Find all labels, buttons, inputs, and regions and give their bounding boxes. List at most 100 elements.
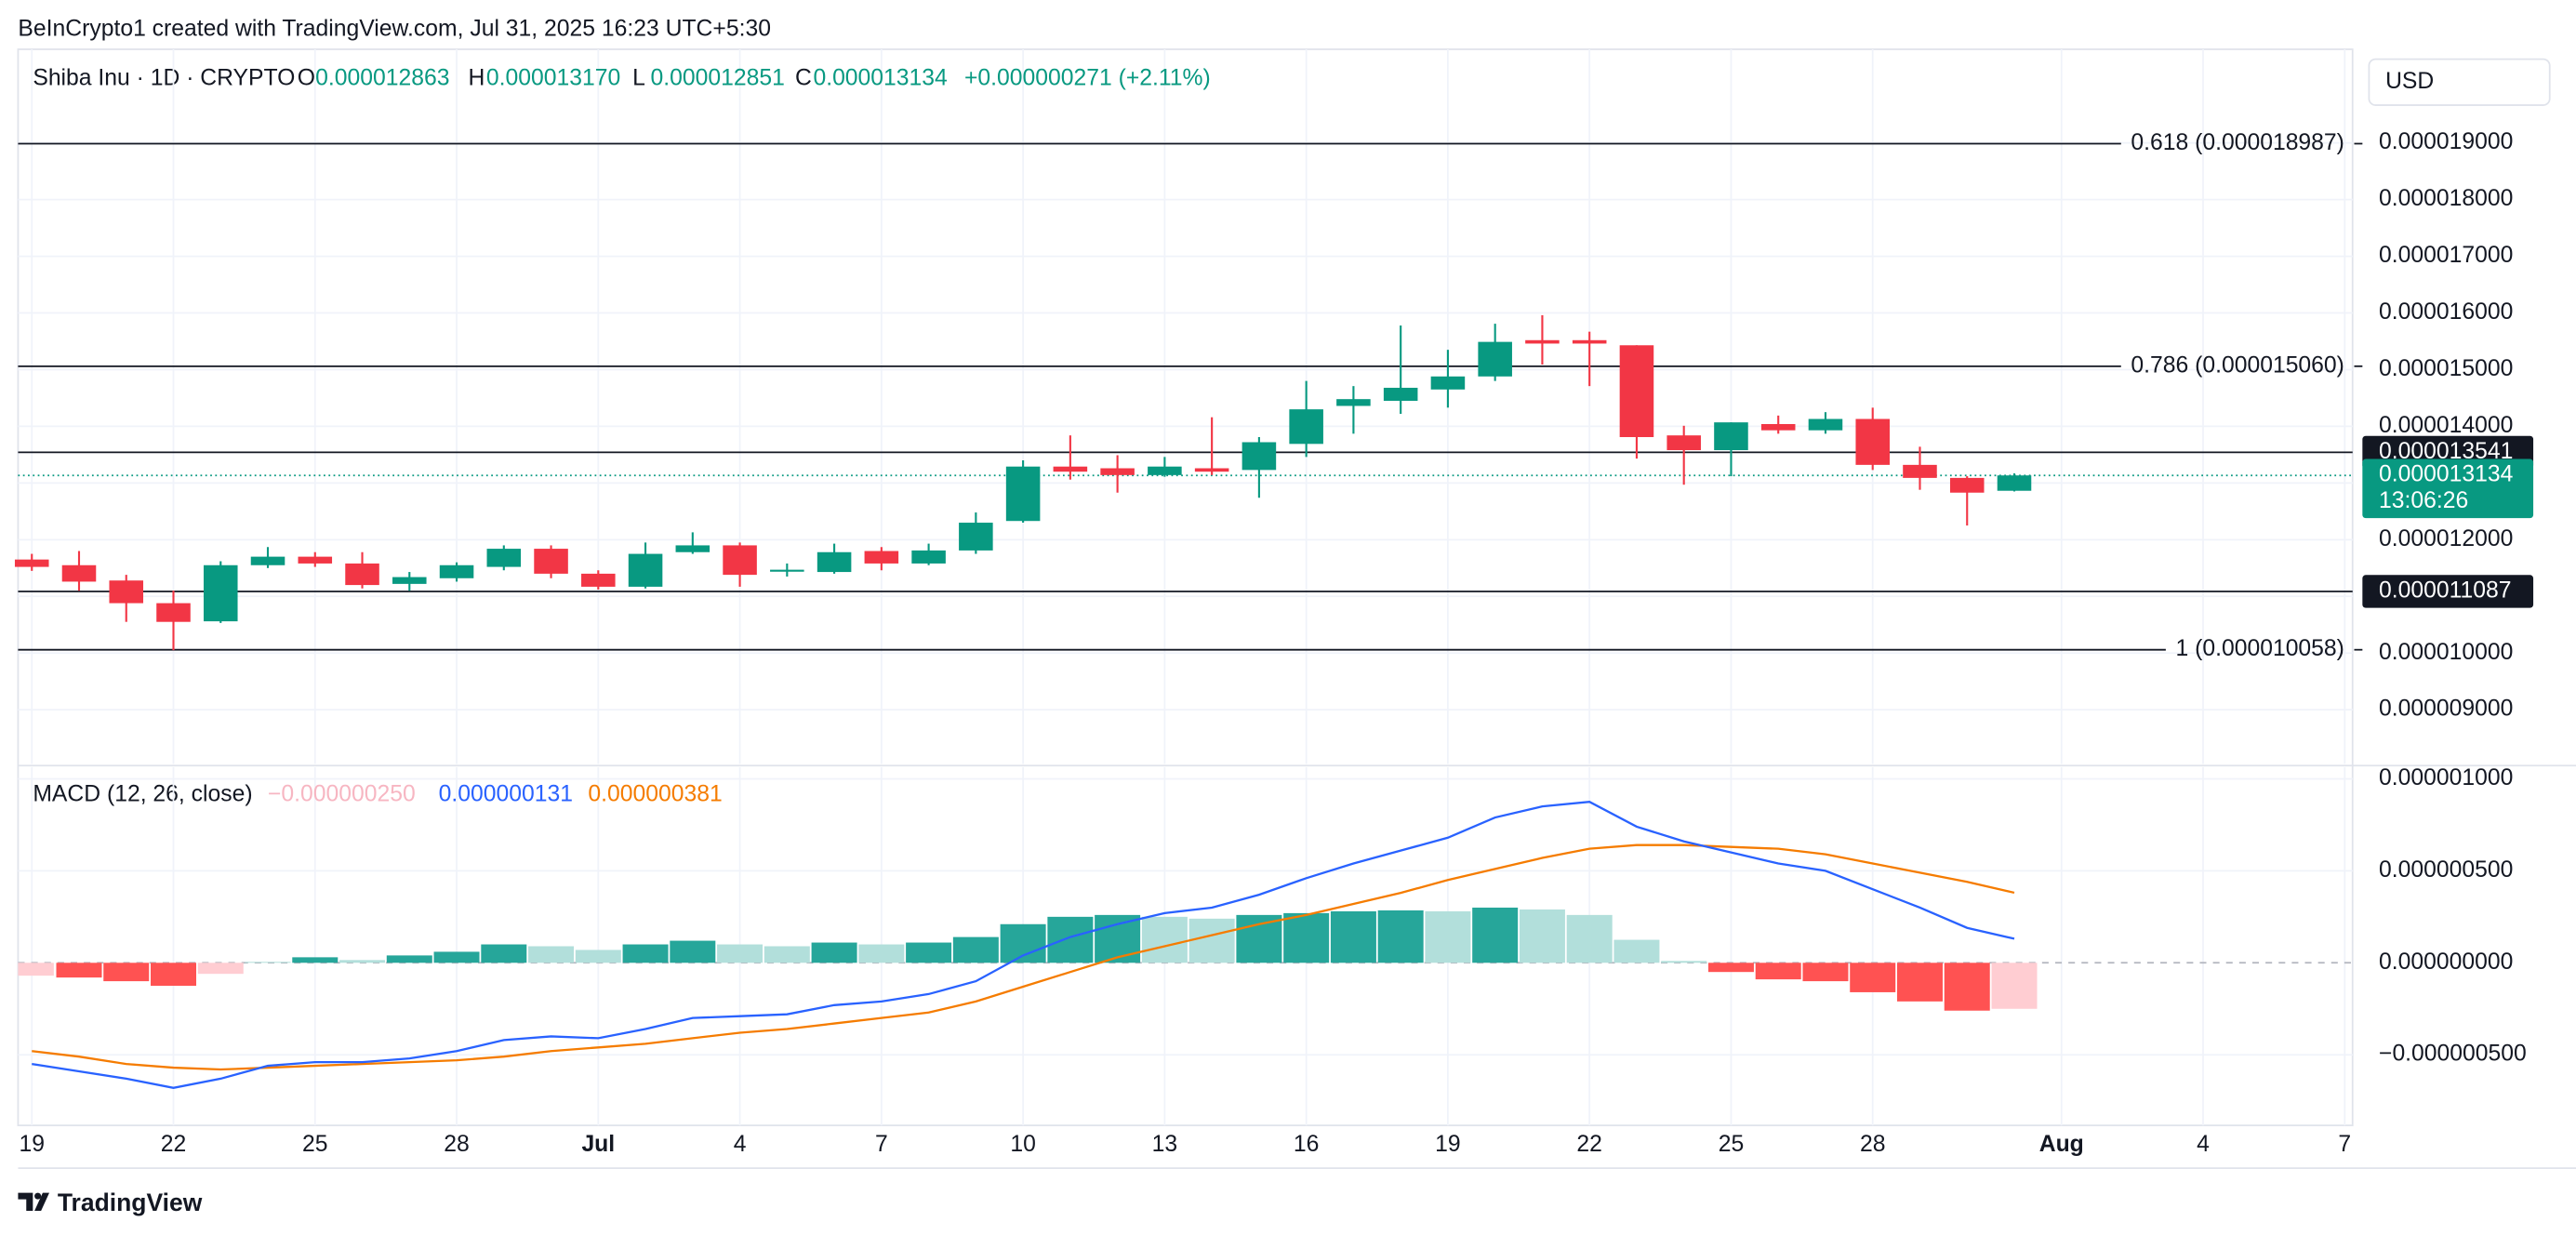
histogram-bar [386,955,432,963]
price-label: 0.000011087 [2379,578,2512,604]
candle-body [1053,466,1088,472]
candle-body [1619,345,1654,438]
legend-key: L [632,65,645,90]
histogram-bar [1991,963,2038,1009]
currency[interactable]: USD [2385,69,2434,94]
candle-body [1855,418,1890,465]
candle-body [486,549,522,567]
histogram-bar [1661,961,1707,963]
y-tick-label: 0.000009000 [2379,697,2513,722]
countdown: 13:06:26 [2379,488,2468,513]
last-price-box [2362,458,2534,519]
candle-body [1949,477,1985,493]
candle-body [1194,468,1229,472]
histogram-bar [575,949,621,963]
candle-body [1666,435,1701,451]
histogram-bar [1707,963,1754,973]
candle-body [1289,409,1323,445]
candle-body [345,563,379,586]
histogram-bar [1047,916,1094,963]
fib-label: 0.786 (0.000015060) [2131,352,2344,378]
plot-frame [17,48,2354,1127]
legend-value: 0.000012863 [315,65,449,90]
x-tick-label: 25 [1719,1132,1744,1157]
histogram-bar [1896,963,1943,1002]
histogram-bar [1566,914,1613,963]
histogram-bar [811,942,857,963]
y-tick-label: 0.000010000 [2379,640,2513,665]
price-label-box [2362,575,2534,608]
histogram-bar [906,942,952,963]
x-tick-label: 7 [875,1132,888,1157]
legend-value: 0.000000131 [439,782,573,807]
candle-body [14,559,49,567]
candle-body [1525,339,1560,344]
fib-label: 0.618 (0.000018987) [2131,130,2344,155]
histogram-bar [1283,912,1330,963]
x-tick-label: 10 [1010,1132,1035,1157]
x-tick-label: 28 [1860,1132,1885,1157]
candle-body [1336,399,1371,406]
histogram-bar [1802,963,1849,982]
candle-body [156,603,191,622]
histogram-bar [1755,963,1801,980]
legend-key: H [468,65,485,90]
currency-button[interactable] [2368,58,2551,106]
candle-body [864,551,899,564]
candle-body [817,551,852,573]
histogram-bar [858,944,905,963]
legend-value: 0.000012851 [651,65,785,90]
histogram-bar [1472,907,1519,963]
histogram-bar [1425,910,1471,963]
macd-title: MACD (12, 26, close) [33,782,252,807]
histogram-bar [1519,909,1565,963]
histogram-bar [622,944,669,963]
logo [18,1192,49,1212]
histogram-bar [528,946,575,963]
candle-body [1903,464,1937,478]
macd-line [32,801,2015,1089]
histogram-bar [1850,963,1896,992]
candle-body [534,549,568,574]
candle-body [1100,468,1135,475]
legend-value: 0.000013170 [486,65,620,90]
x-tick-label: 13 [1152,1132,1177,1157]
candle-body [770,569,804,572]
candle-body [581,573,616,587]
candle-body [1242,442,1277,471]
y-tick-label: 0.000017000 [2379,243,2513,268]
histogram-bar [433,951,480,963]
y-tick-label: 0.000019000 [2379,129,2513,154]
y-tick-label: 0.000001000 [2379,765,2513,790]
attribution: BeInCrypto1 created with TradingView.com… [18,16,771,41]
x-tick-label: 22 [161,1132,186,1157]
candle-body [1478,341,1512,377]
legend-key: C [795,65,812,90]
candle-body [911,550,946,564]
x-tick-label: Jul [581,1132,615,1157]
histogram-bar [1188,918,1235,963]
legend-value: +0.000000271 (+2.11%) [964,65,1211,90]
legend-value: 0.000000381 [588,782,722,807]
candle-body [1148,466,1182,475]
y-tick-label: 0.000012000 [2379,526,2513,551]
histogram-bar [1141,916,1188,963]
candle-body [1005,466,1041,522]
histogram-bar [1236,914,1282,963]
x-tick-label: 16 [1294,1132,1319,1157]
legend-value: −0.000000250 [268,782,416,807]
candle-body [1572,339,1607,344]
candle-body [1808,418,1843,431]
y-tick-label: 0.000000000 [2379,949,2513,975]
x-tick-label: 4 [734,1132,747,1157]
candle-body [959,523,993,551]
logo-dot [34,1192,42,1200]
histogram-bar [197,963,244,975]
logo-mark [18,1192,49,1212]
candle-body [250,556,285,565]
legend-key: O [298,65,315,90]
x-tick-label: 19 [1435,1132,1460,1157]
